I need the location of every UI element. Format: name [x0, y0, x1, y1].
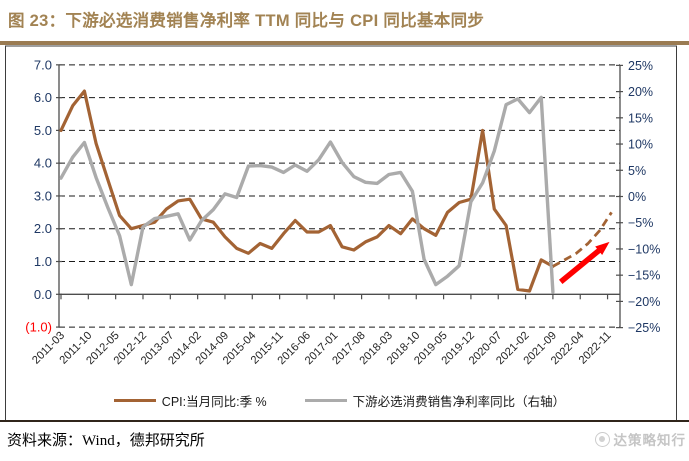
net-margin-line-sample [304, 399, 347, 402]
right-axis-labels: 25% 20% 15% 10% 5% 0% −5% −10% −15% −20% −25% [616, 59, 660, 335]
svg-text:1.0: 1.0 [34, 254, 52, 269]
svg-text:(1.0): (1.0) [25, 320, 52, 335]
cpi-forecast-line [552, 211, 613, 268]
svg-text:20%: 20% [628, 85, 653, 99]
svg-text:4.0: 4.0 [34, 156, 52, 171]
svg-text:−10%: −10% [628, 242, 660, 256]
figure-title: 图 23：下游必选消费销售净利率 TTM 同比与 CPI 同比基本同步 [8, 12, 485, 30]
npm-line [59, 95, 555, 294]
source-note: 资料来源：Wind，德邦研究所 [7, 433, 205, 449]
cpi-line-sample [113, 399, 156, 402]
svg-text:0%: 0% [628, 190, 646, 204]
svg-text:−5%: −5% [628, 216, 653, 230]
svg-text:2.0: 2.0 [34, 221, 52, 236]
left-axis-labels: 7.0 6.0 5.0 4.0 3.0 2.0 1.0 0.0 (1.0) [25, 57, 62, 335]
x-axis-labels: 2011-032011-102012-052012-122013-072014-… [30, 294, 614, 367]
legend: CPI:当月同比:季 % 下游必选消费销售净利率同比（右轴） [59, 391, 620, 410]
svg-text:25%: 25% [628, 59, 653, 73]
svg-text:−20%: −20% [628, 295, 660, 309]
gridlines [59, 64, 620, 328]
watermark-circle-logo-icon [594, 431, 610, 447]
legend-label-net-margin: 下游必选消费销售净利率同比（右轴） [352, 395, 566, 409]
legend-item-cpi: CPI:当月同比:季 % [113, 391, 267, 410]
watermark: 达策略知行 [594, 429, 687, 449]
svg-text:6.0: 6.0 [34, 90, 52, 105]
svg-text:3.0: 3.0 [34, 188, 52, 203]
svg-text:5%: 5% [628, 164, 646, 178]
svg-text:7.0: 7.0 [34, 57, 52, 72]
legend-item-net-margin: 下游必选消费销售净利率同比（右轴） [304, 391, 566, 410]
watermark-text: 达策略知行 [613, 433, 686, 448]
title-underline-bar [0, 41, 689, 45]
svg-text:−25%: −25% [628, 321, 660, 335]
bottom-divider [0, 420, 689, 422]
svg-text:10%: 10% [628, 138, 653, 152]
svg-text:15%: 15% [628, 111, 653, 125]
svg-text:0.0: 0.0 [34, 287, 52, 302]
legend-label-cpi: CPI:当月同比:季 % [161, 395, 267, 409]
svg-text:5.0: 5.0 [34, 123, 52, 138]
svg-text:−15%: −15% [628, 269, 660, 283]
trend-arrow [558, 241, 610, 284]
